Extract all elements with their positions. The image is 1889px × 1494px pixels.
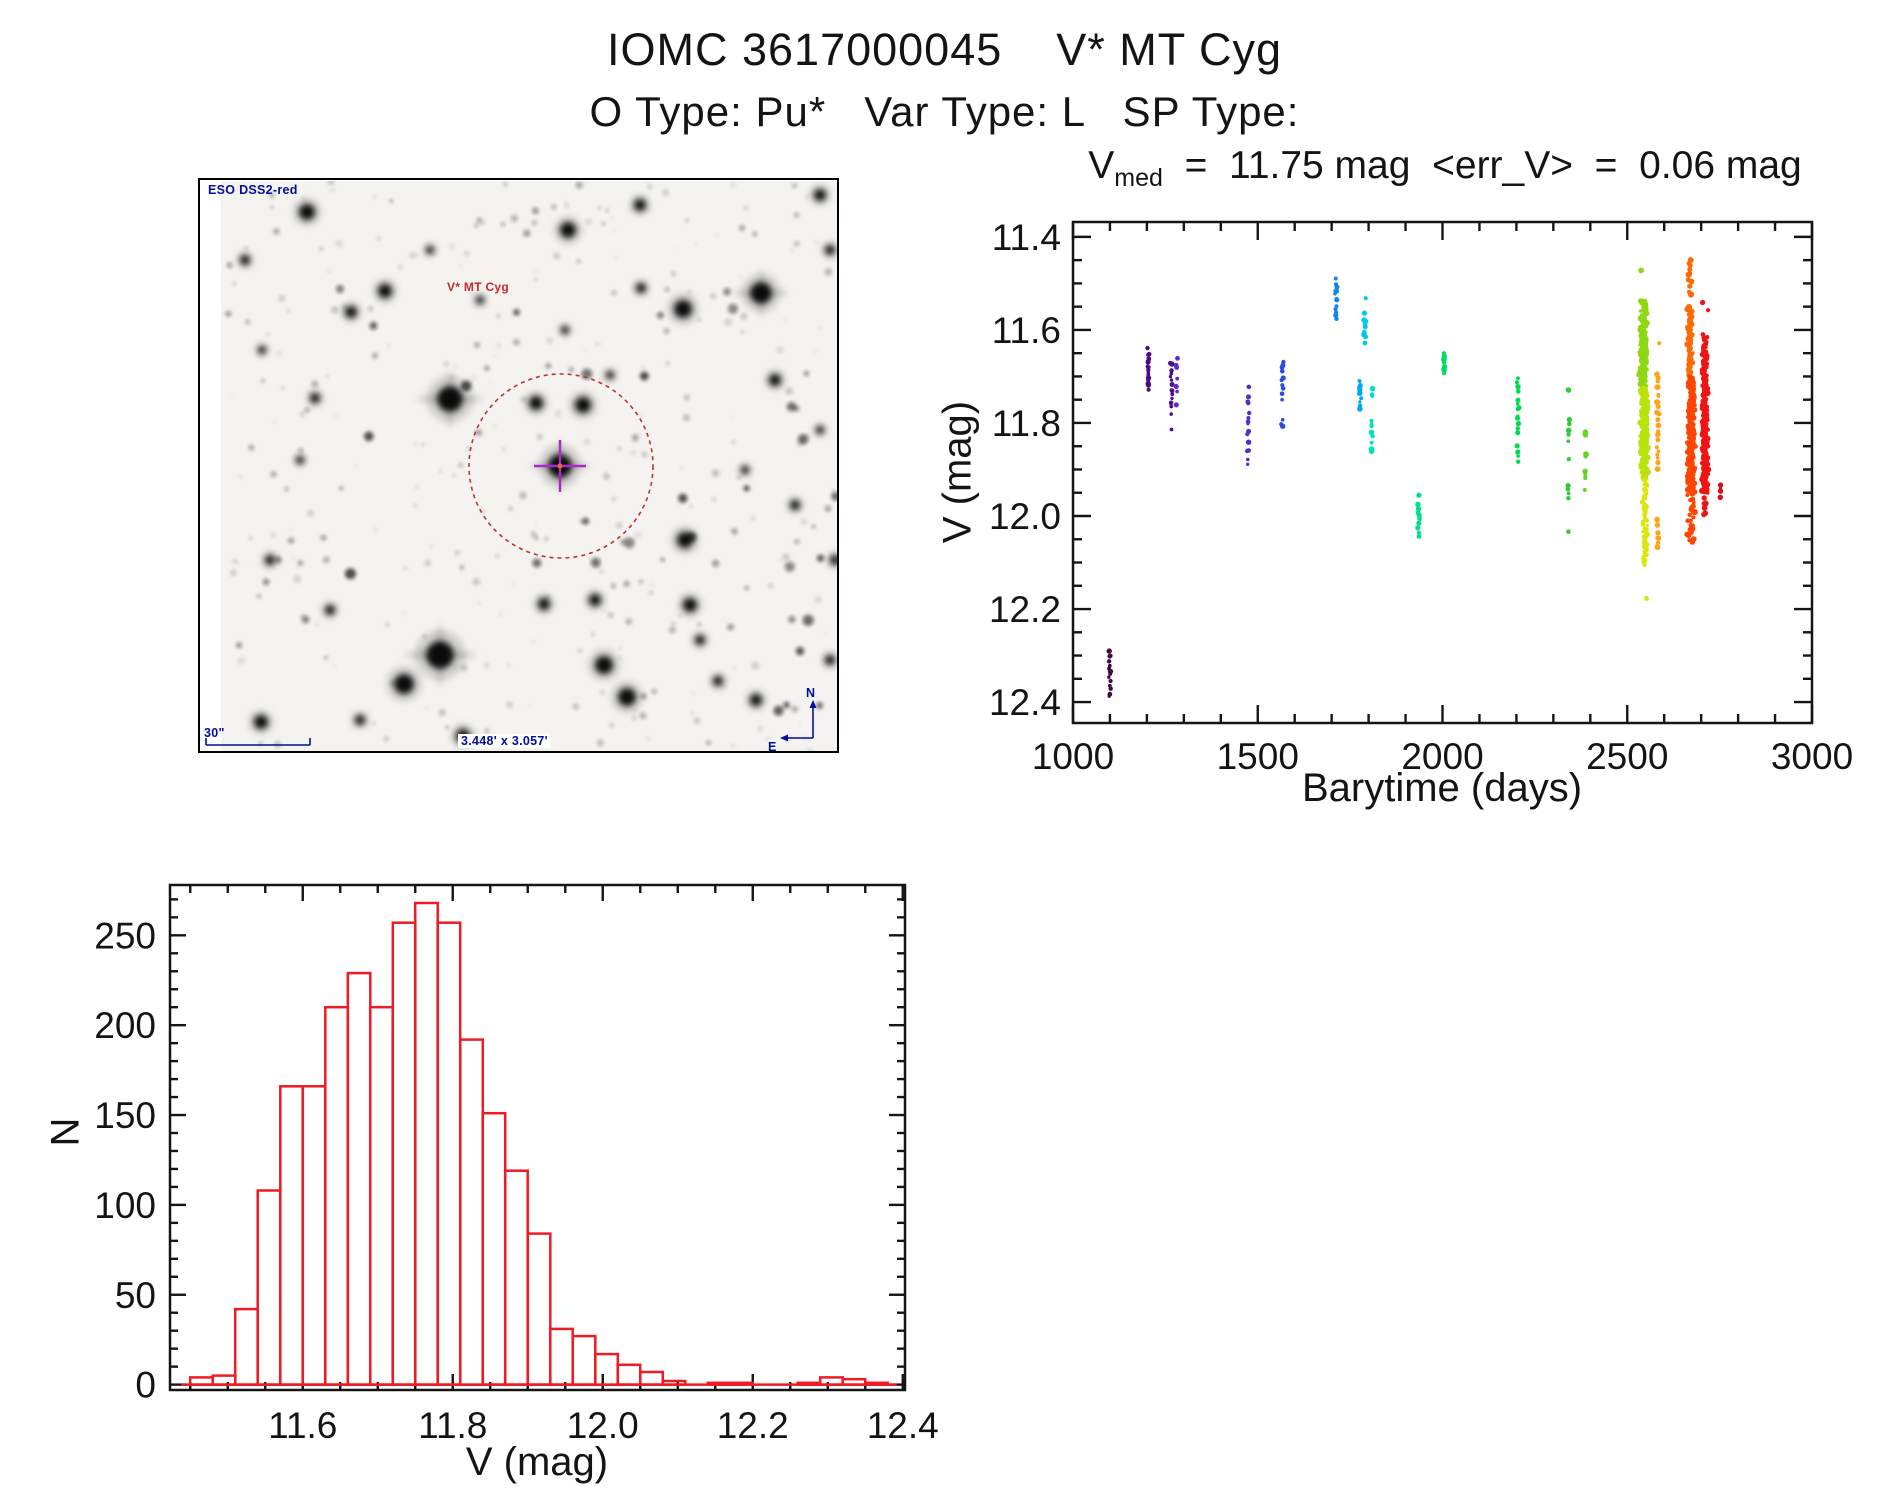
svg-text:50: 50 [115, 1275, 156, 1316]
svg-text:12.0: 12.0 [989, 496, 1061, 537]
svg-text:12.4: 12.4 [989, 682, 1061, 723]
compass-east-label: E [768, 740, 777, 754]
svg-text:11.4: 11.4 [992, 217, 1061, 258]
svg-text:2000: 2000 [1401, 736, 1483, 777]
page-title: IOMC 3617000045 V* MT Cyg [607, 24, 1282, 75]
compass-north-label: N [806, 686, 816, 700]
histogram-bars [181, 901, 897, 1386]
starfield-survey-label: ESO DSS2-red [208, 183, 298, 197]
starfield-image [225, 181, 837, 751]
svg-text:0: 0 [135, 1365, 156, 1406]
compass-icon [780, 700, 817, 742]
target-circle-marker [468, 373, 654, 559]
svg-text:11.8: 11.8 [418, 1405, 487, 1446]
svg-text:100: 100 [94, 1185, 156, 1226]
lightcurve-title-sub: med [1114, 164, 1163, 192]
starfield-panel [198, 178, 839, 753]
svg-text:1000: 1000 [1032, 736, 1114, 777]
lightcurve-y-axis-title: V (mag) [935, 400, 980, 544]
lightcurve-title-rest: = 11.75 mag <err_V> = 0.06 mag [1162, 144, 1802, 187]
svg-text:12.0: 12.0 [567, 1405, 639, 1446]
svg-text:200: 200 [94, 1005, 156, 1046]
lightcurve-title-v: V [1088, 144, 1115, 187]
svg-text:11.6: 11.6 [268, 1405, 337, 1446]
lightcurve-points [1106, 257, 1724, 698]
svg-text:2500: 2500 [1586, 736, 1668, 777]
starfield-fov-label: 3.448' x 3.057' [458, 734, 551, 748]
svg-text:12.2: 12.2 [717, 1405, 789, 1446]
lightcurve-title: Vmed = 11.75 mag <err_V> = 0.06 mag [1005, 144, 1885, 193]
starfield-target-label: V* MT Cyg [447, 280, 510, 294]
svg-text:11.6: 11.6 [992, 310, 1061, 351]
histogram-panel: 11.6 11.8 12.0 12.2 12.4 0 50 100 150 200 250 [94, 883, 939, 1446]
svg-text:150: 150 [94, 1095, 156, 1136]
svg-text:250: 250 [94, 915, 156, 956]
lightcurve-panel: 1000 1500 2000 2500 3000 11.4 11.6 11.8 12.0 12.2… [989, 217, 1853, 777]
svg-text:12.2: 12.2 [989, 589, 1061, 630]
scale-bar [205, 738, 311, 746]
page-subtitle: O Type: Pu* Var Type: L SP Type: [589, 88, 1300, 135]
svg-text:1500: 1500 [1217, 736, 1299, 777]
svg-text:11.8: 11.8 [992, 403, 1061, 444]
svg-text:3000: 3000 [1771, 736, 1853, 777]
lightcurve-x-axis-title: Barytime (days) [1301, 766, 1583, 810]
histogram-x-axis-title: V (mag) [465, 1440, 609, 1484]
histogram-y-axis-title: N [43, 1117, 88, 1147]
target-crosshair [534, 440, 586, 492]
svg-text:12.4: 12.4 [867, 1405, 939, 1446]
starfield-scale-label: 30" [204, 726, 225, 740]
